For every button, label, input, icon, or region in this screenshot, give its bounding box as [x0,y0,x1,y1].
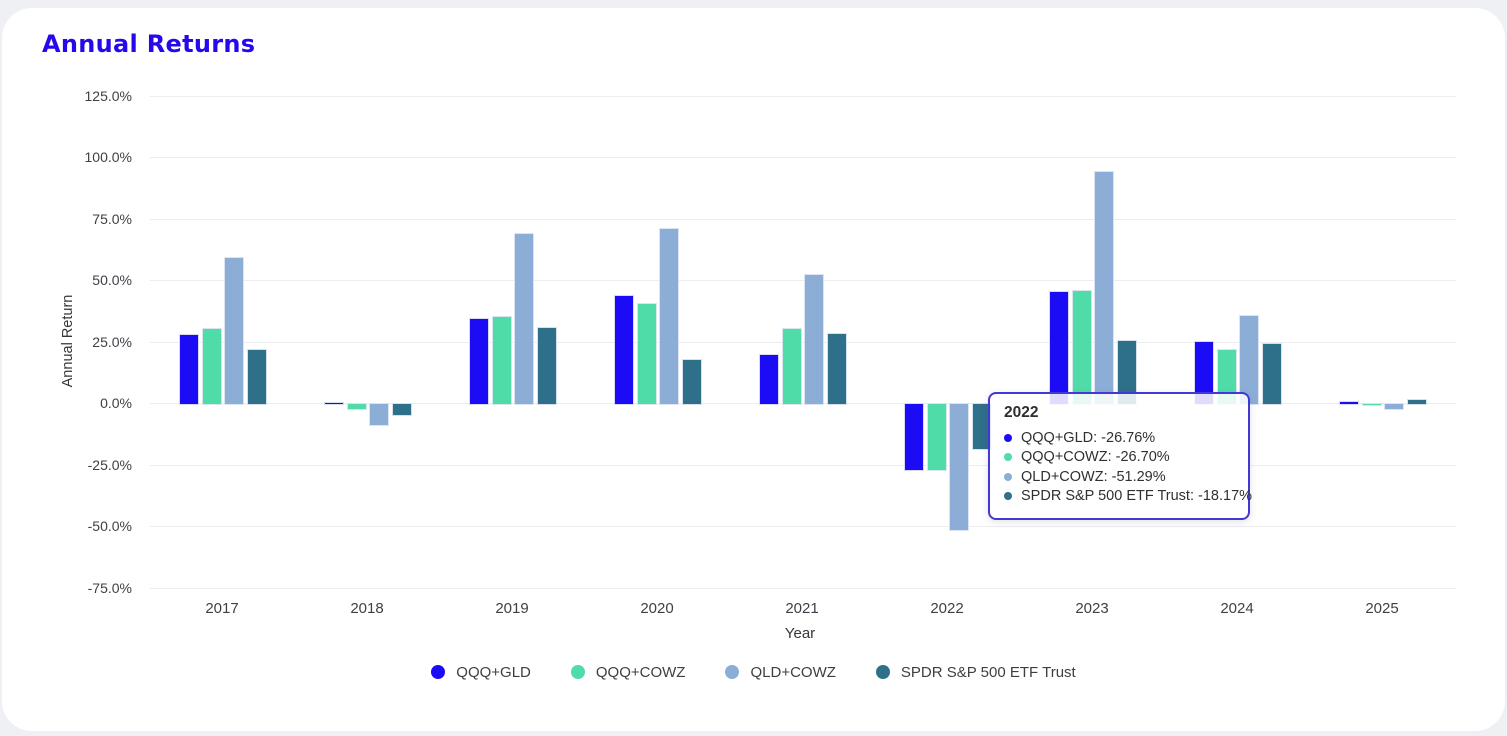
legend-color-dot-icon [570,665,585,679]
tooltip-year-title: 2022 [1004,404,1039,421]
chart-tooltip: 2022 QQQ+GLD: -26.76% QQQ+COWZ: -26.70% QL… [988,392,1252,520]
bar[interactable] [759,353,779,405]
bar[interactable] [614,295,634,405]
chart-area: Annual Returns 125.0% 100.0% 75.0% 50.0% 25.… [2,8,1505,731]
gridline [150,280,1456,281]
gridline [150,218,1456,220]
tooltip-series-dot-icon [1004,492,1012,501]
bar[interactable] [1261,343,1282,405]
tooltip-row: QLD+COWZ: -51.29% [1004,467,1234,487]
legend: QQQ+GLD QQQ+COWZ QLD+COWZ SPDR S&P 500 ETF … [2,658,1505,686]
bar[interactable] [949,403,969,532]
legend-label: QQQ+GLD [456,663,531,681]
bar[interactable] [926,403,947,471]
tooltip-series-value: SPDR S&P 500 ETF Trust: -18.17% [1021,488,1253,505]
gridline [150,526,1456,527]
bar[interactable] [391,403,412,416]
x-axis-tick-label: 2020 [640,600,674,617]
x-axis-tick-label: 2021 [785,600,819,617]
bar[interactable] [514,233,534,405]
x-axis-tick-label: 2017 [205,600,239,617]
tooltip-row: QQQ+COWZ: -26.70% [1004,448,1234,468]
tooltip-series-dot-icon [1004,472,1012,481]
bar[interactable] [1361,402,1382,406]
tooltip-series-value: QQQ+COWZ: -26.70% [1021,449,1170,466]
y-axis-tick-label: 75.0% [92,210,132,227]
bar[interactable] [659,227,679,405]
tooltip-row: SPDR S&P 500 ETF Trust: -18.17% [1004,487,1252,507]
tooltip-series-value: QQQ+GLD: -26.76% [1021,429,1156,446]
bar[interactable] [201,328,222,405]
legend-item[interactable]: QLD+COWZ [725,663,836,681]
legend-label: QLD+COWZ [750,663,836,681]
bar[interactable] [224,257,244,405]
legend-label: SPDR S&P 500 ETF Trust [900,663,1076,681]
legend-color-dot-icon [431,665,446,679]
bar[interactable] [369,403,389,426]
x-axis-tick-label: 2018 [350,600,384,617]
y-axis-title: Annual Return [60,294,76,388]
x-axis-tick-label: 2019 [495,600,529,617]
bar[interactable] [681,359,702,405]
page-title: Annual Returns [42,30,256,58]
bar[interactable] [1339,401,1359,405]
tooltip-series-dot-icon [1004,433,1012,442]
x-axis-tick-label: 2023 [1075,600,1109,617]
gridline [150,341,1456,343]
x-axis-tick-label: 2024 [1220,600,1254,617]
y-axis-tick-label: 100.0% [84,149,132,165]
legend-item[interactable]: QQQ+COWZ [570,663,686,681]
bar[interactable] [536,326,557,405]
bar[interactable] [781,328,802,405]
legend-color-dot-icon [875,665,890,679]
bar[interactable] [1094,171,1114,405]
bar[interactable] [346,403,367,410]
legend-color-dot-icon [725,665,740,679]
y-axis-tick-label: -75.0% [87,579,132,596]
x-axis-title: Year [784,625,816,642]
y-axis-tick-label: -25.0% [87,456,132,473]
gridline [150,464,1456,466]
bar[interactable] [904,403,924,471]
legend-item[interactable]: SPDR S&P 500 ETF Trust [875,663,1076,681]
bar[interactable] [246,349,267,405]
gridline [150,587,1456,589]
x-axis-tick-label: 2025 [1365,600,1399,617]
tooltip-series-dot-icon [1004,453,1012,462]
legend-item[interactable]: QQQ+GLD [431,664,531,681]
bar[interactable] [636,303,657,405]
tooltip-row: QQQ+GLD: -26.76% [1004,428,1234,448]
y-axis-tick-label: 125.0% [84,87,132,104]
y-axis-tick-label: 50.0% [92,272,132,288]
bar[interactable] [469,318,489,405]
x-axis-tick-label: 2022 [930,600,964,617]
bar[interactable] [804,274,824,405]
bar[interactable] [179,333,199,405]
y-axis-tick-label: 0.0% [100,395,132,411]
chart-card: Annual Returns 125.0% 100.0% 75.0% 50.0% 25.… [2,8,1505,731]
gridline [150,95,1456,97]
bar[interactable] [826,332,847,405]
gridline [150,403,1456,404]
bar[interactable] [1049,291,1069,405]
bar[interactable] [1406,399,1427,405]
bar[interactable] [324,401,344,405]
y-axis-tick-label: 25.0% [92,333,132,350]
tooltip-series-value: QLD+COWZ: -51.29% [1021,468,1166,485]
bar[interactable] [1384,403,1404,411]
y-axis-tick-label: -50.0% [87,518,132,534]
bar[interactable] [1071,290,1092,405]
legend-label: QQQ+COWZ [595,663,686,681]
bar[interactable] [491,316,512,405]
gridline [150,157,1456,158]
